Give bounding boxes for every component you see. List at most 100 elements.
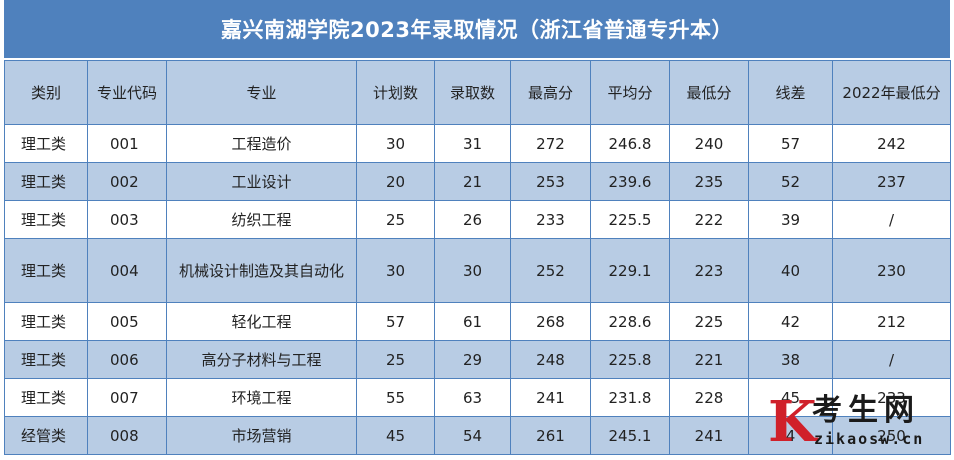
cell-line-difference: 42 bbox=[748, 302, 833, 341]
header-highest-score: 最高分 bbox=[510, 60, 591, 125]
cell-lowest-score: 221 bbox=[669, 340, 749, 379]
cell-2022-lowest-score: / bbox=[832, 340, 951, 379]
cell-plan-count: 55 bbox=[356, 378, 435, 417]
cell-highest-score: 241 bbox=[510, 378, 591, 417]
cell-2022-lowest-score: 212 bbox=[832, 302, 951, 341]
cell-category: 理工类 bbox=[4, 124, 88, 163]
cell-line-difference: 40 bbox=[748, 238, 833, 303]
admissions-table: 类别 专业代码 专业 计划数 录取数 最高分 平均分 最低分 线差 2022年最… bbox=[4, 60, 951, 455]
cell-category: 理工类 bbox=[4, 302, 88, 341]
header-average-score: 平均分 bbox=[590, 60, 670, 125]
cell-category: 经管类 bbox=[4, 416, 88, 455]
cell-major-code: 005 bbox=[87, 302, 167, 341]
cell-major-code: 003 bbox=[87, 200, 167, 239]
cell-average-score: 225.5 bbox=[590, 200, 670, 239]
cell-2022-lowest-score: / bbox=[832, 200, 951, 239]
cell-2022-lowest-score: 230 bbox=[832, 238, 951, 303]
cell-highest-score: 272 bbox=[510, 124, 591, 163]
cell-average-score: 228.6 bbox=[590, 302, 670, 341]
cell-average-score: 239.6 bbox=[590, 162, 670, 201]
cell-highest-score: 248 bbox=[510, 340, 591, 379]
cell-category: 理工类 bbox=[4, 200, 88, 239]
table-row: 经管类 008 市场营销 45 54 261 245.1 241 4 250 bbox=[4, 416, 951, 455]
cell-admitted-count: 61 bbox=[434, 302, 511, 341]
cell-2022-lowest-score: 237 bbox=[832, 162, 951, 201]
cell-admitted-count: 30 bbox=[434, 238, 511, 303]
cell-major-code: 001 bbox=[87, 124, 167, 163]
header-lowest-score: 最低分 bbox=[669, 60, 749, 125]
cell-admitted-count: 26 bbox=[434, 200, 511, 239]
cell-admitted-count: 54 bbox=[434, 416, 511, 455]
cell-major: 机械设计制造及其自动化 bbox=[166, 238, 357, 303]
header-major: 专业 bbox=[166, 60, 357, 125]
table-row: 理工类 001 工程造价 30 31 272 246.8 240 57 242 bbox=[4, 124, 951, 163]
header-major-code: 专业代码 bbox=[87, 60, 167, 125]
cell-major: 工程造价 bbox=[166, 124, 357, 163]
cell-average-score: 246.8 bbox=[590, 124, 670, 163]
cell-line-difference: 4 bbox=[748, 416, 833, 455]
cell-line-difference: 45 bbox=[748, 378, 833, 417]
cell-average-score: 225.8 bbox=[590, 340, 670, 379]
cell-major: 纺织工程 bbox=[166, 200, 357, 239]
cell-plan-count: 57 bbox=[356, 302, 435, 341]
cell-major-code: 007 bbox=[87, 378, 167, 417]
cell-major: 轻化工程 bbox=[166, 302, 357, 341]
cell-lowest-score: 235 bbox=[669, 162, 749, 201]
cell-plan-count: 25 bbox=[356, 200, 435, 239]
cell-major-code: 002 bbox=[87, 162, 167, 201]
cell-admitted-count: 29 bbox=[434, 340, 511, 379]
cell-lowest-score: 223 bbox=[669, 238, 749, 303]
cell-2022-lowest-score: 250 bbox=[832, 416, 951, 455]
cell-category: 理工类 bbox=[4, 162, 88, 201]
cell-plan-count: 30 bbox=[356, 124, 435, 163]
cell-major: 工业设计 bbox=[166, 162, 357, 201]
cell-line-difference: 38 bbox=[748, 340, 833, 379]
cell-lowest-score: 222 bbox=[669, 200, 749, 239]
cell-major: 高分子材料与工程 bbox=[166, 340, 357, 379]
cell-highest-score: 268 bbox=[510, 302, 591, 341]
cell-plan-count: 25 bbox=[356, 340, 435, 379]
cell-average-score: 231.8 bbox=[590, 378, 670, 417]
table-row: 理工类 005 轻化工程 57 61 268 228.6 225 42 212 bbox=[4, 302, 951, 341]
table-row: 理工类 006 高分子材料与工程 25 29 248 225.8 221 38/ bbox=[4, 340, 951, 379]
cell-highest-score: 233 bbox=[510, 200, 591, 239]
cell-category: 理工类 bbox=[4, 238, 88, 303]
cell-highest-score: 261 bbox=[510, 416, 591, 455]
cell-lowest-score: 228 bbox=[669, 378, 749, 417]
header-plan-count: 计划数 bbox=[356, 60, 435, 125]
table-row: 理工类 007 环境工程 55 63 241 231.8 228 45 233 bbox=[4, 378, 951, 417]
table-row: 理工类 004 机械设计制造及其自动化 30 30 252 229.1 223 40 230 bbox=[4, 238, 951, 303]
header-category: 类别 bbox=[4, 60, 88, 125]
cell-lowest-score: 240 bbox=[669, 124, 749, 163]
cell-average-score: 245.1 bbox=[590, 416, 670, 455]
header-admitted-count: 录取数 bbox=[434, 60, 511, 125]
cell-major-code: 008 bbox=[87, 416, 167, 455]
cell-line-difference: 57 bbox=[748, 124, 833, 163]
table-row: 理工类 003 纺织工程 25 26 233 225.5 222 39/ bbox=[4, 200, 951, 239]
table-header-row: 类别 专业代码 专业 计划数 录取数 最高分 平均分 最低分 线差 2022年最… bbox=[4, 60, 951, 125]
cell-category: 理工类 bbox=[4, 340, 88, 379]
cell-highest-score: 252 bbox=[510, 238, 591, 303]
cell-category: 理工类 bbox=[4, 378, 88, 417]
cell-2022-lowest-score: 242 bbox=[832, 124, 951, 163]
cell-2022-lowest-score: 233 bbox=[832, 378, 951, 417]
cell-average-score: 229.1 bbox=[590, 238, 670, 303]
cell-lowest-score: 225 bbox=[669, 302, 749, 341]
cell-plan-count: 30 bbox=[356, 238, 435, 303]
cell-major-code: 004 bbox=[87, 238, 167, 303]
cell-line-difference: 52 bbox=[748, 162, 833, 201]
cell-admitted-count: 21 bbox=[434, 162, 511, 201]
table-row: 理工类 002 工业设计 20 21 253 239.6 235 52 237 bbox=[4, 162, 951, 201]
cell-plan-count: 45 bbox=[356, 416, 435, 455]
cell-line-difference: 39 bbox=[748, 200, 833, 239]
cell-plan-count: 20 bbox=[356, 162, 435, 201]
page-title: 嘉兴南湖学院2023年录取情况（浙江省普通专升本） bbox=[4, 0, 950, 58]
cell-major: 环境工程 bbox=[166, 378, 357, 417]
header-line-difference: 线差 bbox=[748, 60, 833, 125]
header-2022-lowest-score: 2022年最低分 bbox=[832, 60, 951, 125]
cell-admitted-count: 63 bbox=[434, 378, 511, 417]
cell-lowest-score: 241 bbox=[669, 416, 749, 455]
cell-major: 市场营销 bbox=[166, 416, 357, 455]
cell-highest-score: 253 bbox=[510, 162, 591, 201]
cell-major-code: 006 bbox=[87, 340, 167, 379]
